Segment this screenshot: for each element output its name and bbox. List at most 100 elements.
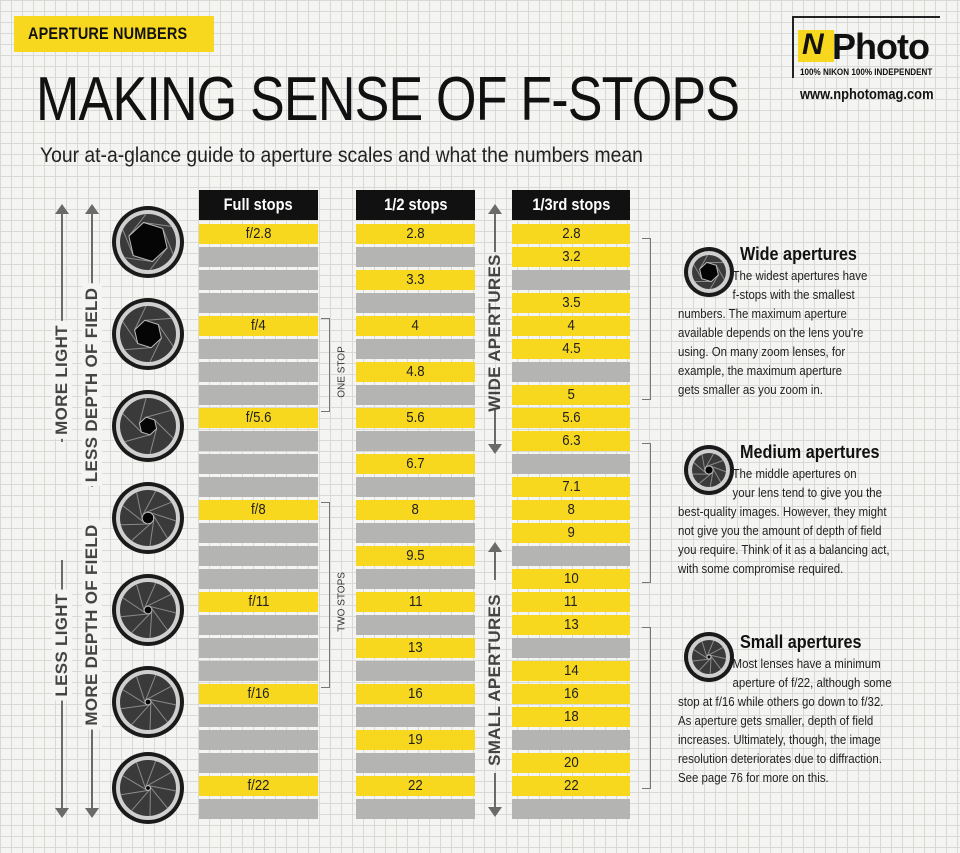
third-stop-cell: 3.5 [512, 293, 630, 313]
third-stop-cell-text: 2.8 [561, 225, 581, 242]
half-stop-cell [356, 707, 475, 727]
half-stop-cell [356, 431, 475, 451]
half-stop-cell-text: 8 [411, 501, 420, 518]
small-text-line: See page 76 for more on this. [678, 770, 829, 785]
third-stop-cell-text: 6.3 [561, 432, 581, 449]
third-stop-cell [512, 638, 630, 658]
medium-apertures-title: Medium apertures [740, 442, 880, 462]
half-stop-cell [356, 339, 475, 359]
full-stop-cell-text: f/8 [251, 501, 266, 518]
wide-apertures-text: The widest apertures have f-stops with t… [678, 266, 867, 399]
aperture-icon [110, 572, 186, 653]
full-stop-cell: f/4 [199, 316, 318, 336]
logo-frame [792, 16, 940, 78]
third-stop-cell-text: 10 [563, 570, 579, 587]
third-stop-cell [512, 362, 630, 382]
full-stop-cell [199, 730, 318, 750]
full-stops-header: Full stops [199, 190, 318, 220]
third-stop-cell-text: 5 [567, 386, 575, 403]
full-stop-cell-text: f/22 [247, 777, 270, 794]
third-stop-cell: 14 [512, 661, 630, 681]
third-stop-cell: 11 [512, 592, 630, 612]
section-tag-text: APERTURE NUMBERS [28, 24, 188, 43]
third-stop-cell: 4 [512, 316, 630, 336]
half-stop-cell [356, 293, 475, 313]
aperture-icon [110, 750, 186, 831]
half-stop-cell: 4 [356, 316, 475, 336]
logo-url: www.nphotomag.com [800, 86, 934, 103]
half-stop-cell: 16 [356, 684, 475, 704]
wide-text-line: using. On many zoom lenses, for [678, 344, 846, 359]
medium-text-line: best-quality images. However, they might [678, 504, 887, 519]
aperture-icon [682, 443, 736, 502]
third-stop-cell [512, 730, 630, 750]
small-apertures-title: Small apertures [740, 632, 862, 652]
half-stop-cell: 9.5 [356, 546, 475, 566]
third-stop-cell: 2.8 [512, 224, 630, 244]
half-stop-cell [356, 477, 475, 497]
third-stop-cell-text: 14 [563, 662, 579, 679]
wide-apertures-title: Wide apertures [740, 244, 857, 264]
full-stop-cell: f/22 [199, 776, 318, 796]
small-text-line: aperture of f/22, although some [732, 675, 892, 690]
half-stop-cell [356, 661, 475, 681]
third-stop-cell-text: 16 [563, 685, 579, 702]
section-tag: APERTURE NUMBERS [14, 16, 214, 52]
wide-text-line: example, the maximum aperture [678, 363, 843, 378]
half-stop-cell [356, 523, 475, 543]
third-stop-cell-text: 7.1 [561, 478, 581, 495]
third-stop-cell-text: 13 [563, 616, 579, 633]
wide-arrow-up [488, 204, 502, 252]
half-stop-cell: 8 [356, 500, 475, 520]
third-stop-cell: 4.5 [512, 339, 630, 359]
full-stop-cell: f/2.8 [199, 224, 318, 244]
small-text-line: As aperture gets smaller, depth of field [678, 713, 874, 728]
third-stop-cell: 9 [512, 523, 630, 543]
half-stops-header: 1/2 stops [356, 190, 475, 220]
half-stop-cell-text: 11 [408, 593, 423, 610]
aperture-icon [110, 296, 186, 377]
logo-mark: N [798, 28, 834, 62]
two-stops-label: TWO STOPS [336, 572, 348, 632]
half-stop-cell: 19 [356, 730, 475, 750]
wide-apertures-label: WIDE APERTURES [485, 254, 504, 412]
half-stop-cell: 13 [356, 638, 475, 658]
aperture-icon [682, 630, 736, 689]
full-stop-cell [199, 477, 318, 497]
page-title: MAKING SENSE OF F-STOPS [36, 65, 740, 134]
wide-text-line: The widest apertures have [732, 268, 868, 283]
half-stop-cell-text: 4.8 [406, 363, 425, 380]
third-stops-header: 1/3rd stops [512, 190, 630, 220]
full-stop-cell-text: f/16 [247, 685, 270, 702]
half-stop-cell [356, 569, 475, 589]
third-stop-cell [512, 270, 630, 290]
aperture-icon [682, 245, 736, 304]
medium-text-line: The middle apertures on [732, 466, 857, 481]
third-stop-cell: 7.1 [512, 477, 630, 497]
third-stop-cell [512, 454, 630, 474]
aperture-icon [110, 664, 186, 745]
third-stop-cell: 3.2 [512, 247, 630, 267]
full-stop-cell [199, 638, 318, 658]
small-apertures-text: Most lenses have a minimum aperture of f… [678, 654, 892, 787]
third-stop-cell: 20 [512, 753, 630, 773]
full-stop-cell [199, 546, 318, 566]
full-stop-cell [199, 339, 318, 359]
half-stop-cell-text: 19 [408, 731, 423, 748]
full-stop-cell [199, 523, 318, 543]
logo-mark-letter: N [802, 28, 824, 61]
small-arrow-up [488, 542, 502, 580]
full-stop-cell [199, 270, 318, 290]
less-light-label: LESS LIGHT [52, 589, 72, 701]
third-stop-cell: 6.3 [512, 431, 630, 451]
more-light-label: MORE LIGHT [52, 321, 72, 439]
half-stop-cell-text: 9.5 [406, 547, 425, 564]
third-stop-cell-text: 4.5 [561, 340, 581, 357]
third-stop-cell-text: 8 [567, 501, 575, 518]
wide-text-line: numbers. The maximum aperture [678, 306, 847, 321]
small-text-line: stop at f/16 while others go down to f/3… [678, 694, 884, 709]
medium-text-line: not give you the amount of depth of fiel… [678, 523, 882, 538]
full-stop-cell [199, 753, 318, 773]
third-stop-cell [512, 546, 630, 566]
half-stop-cell: 2.8 [356, 224, 475, 244]
